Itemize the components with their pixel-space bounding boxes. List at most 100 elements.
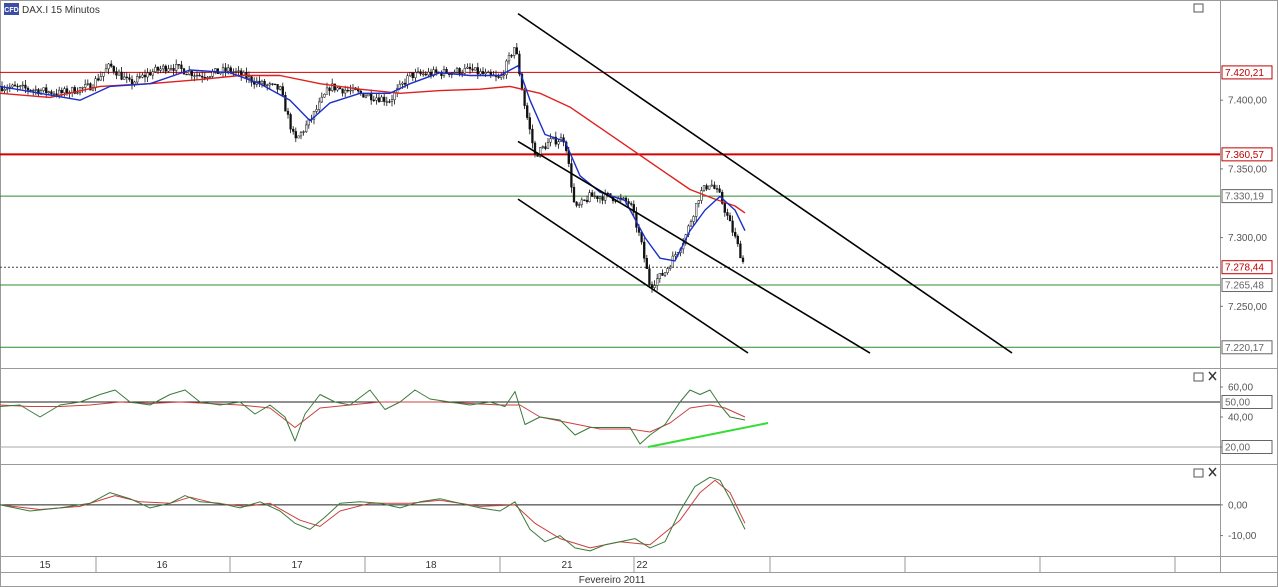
candle <box>601 191 604 205</box>
candle <box>268 81 271 89</box>
candle <box>723 201 726 217</box>
maximize-icon[interactable] <box>1193 468 1204 478</box>
close-icon[interactable] <box>1208 467 1217 477</box>
candle <box>286 107 290 119</box>
candle <box>713 181 716 190</box>
chart-header: CFD DAX.I 15 Minutos <box>4 3 100 16</box>
candle <box>427 67 430 77</box>
candle <box>481 67 485 75</box>
day-label: 15 <box>39 560 51 571</box>
divergence-line[interactable] <box>647 422 769 448</box>
price-level-badge-text: 7.265,48 <box>1225 281 1264 292</box>
candle <box>172 64 175 76</box>
candle <box>388 98 391 104</box>
close-icon[interactable] <box>1208 371 1217 381</box>
price-tick-label: 7.250,00 <box>1228 302 1267 313</box>
candle <box>16 83 19 92</box>
candle <box>357 86 360 94</box>
chart-title: DAX.I 15 Minutos <box>22 5 100 16</box>
candle <box>281 82 284 97</box>
candle <box>505 59 508 79</box>
ind1-tick-label: 40,00 <box>1228 413 1253 424</box>
candle <box>380 94 383 102</box>
candle <box>247 71 251 84</box>
maximize-icon[interactable] <box>1193 3 1204 13</box>
macd-panel: -10,00 0,00 <box>0 476 1257 552</box>
candle <box>416 67 420 74</box>
oscillator-level-badge: 50,00 <box>1221 395 1273 409</box>
candle <box>336 86 339 92</box>
candle <box>502 70 505 80</box>
candle <box>414 68 417 83</box>
candle <box>364 93 368 99</box>
candle <box>658 272 661 283</box>
maximize-icon[interactable] <box>1193 372 1204 382</box>
candle <box>143 69 147 83</box>
candle <box>466 63 469 69</box>
candle <box>302 130 305 136</box>
candle <box>154 64 157 73</box>
candle <box>728 212 732 222</box>
candle <box>422 69 425 77</box>
candle <box>411 72 414 81</box>
price-tick-label: 7.350,00 <box>1228 164 1267 175</box>
candle <box>695 203 698 222</box>
candle <box>149 69 152 76</box>
oscillator-level-badge-text: 20,00 <box>1225 443 1250 454</box>
candle <box>661 269 664 276</box>
candle <box>146 68 149 83</box>
candle <box>424 71 427 77</box>
candle <box>526 102 529 120</box>
trend-channel-line[interactable] <box>517 12 1013 354</box>
cfd-logo-text: CFD <box>4 7 18 14</box>
candle <box>572 183 576 203</box>
candle <box>26 86 30 95</box>
candle <box>42 87 45 93</box>
oscillator-main-line <box>0 389 746 445</box>
candle <box>455 66 459 74</box>
trend-channel-line[interactable] <box>517 198 749 354</box>
candle <box>554 131 557 147</box>
month-label: Fevereiro 2011 <box>579 575 646 586</box>
candle <box>349 84 352 95</box>
candle <box>112 65 115 75</box>
candle <box>578 202 581 208</box>
candle <box>674 251 677 260</box>
candle <box>104 63 108 73</box>
trend-channel-line[interactable] <box>517 140 871 354</box>
candle <box>476 62 479 79</box>
candle <box>736 234 739 247</box>
candle <box>151 68 154 80</box>
candle <box>666 266 669 275</box>
candle <box>162 64 165 74</box>
candle <box>570 158 573 193</box>
candle <box>453 69 456 74</box>
candle <box>575 201 578 208</box>
candle <box>120 67 123 81</box>
candle <box>645 254 648 269</box>
price-level-badge-text: 7.220,17 <box>1225 343 1264 354</box>
candle <box>164 64 167 75</box>
candle <box>539 146 542 158</box>
ind2-tick-label: 0,00 <box>1228 500 1248 511</box>
candle <box>289 112 292 134</box>
candle <box>299 130 303 140</box>
candle <box>273 83 277 86</box>
candle <box>643 237 646 263</box>
candle <box>650 281 654 293</box>
candle <box>700 186 703 204</box>
macd-signal-line <box>0 479 746 549</box>
candle <box>710 179 713 187</box>
price-level-badge-text: 7.330,19 <box>1225 192 1264 203</box>
candle <box>123 72 126 80</box>
candle <box>6 84 9 94</box>
candle <box>471 63 474 72</box>
candle <box>734 227 737 239</box>
candle <box>739 240 742 259</box>
day-label: 22 <box>636 560 648 571</box>
candle <box>328 86 331 96</box>
candle <box>260 79 264 88</box>
price-level-badge-text: 7.420,21 <box>1225 68 1264 79</box>
